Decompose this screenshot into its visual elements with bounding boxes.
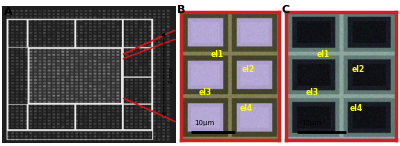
Text: el1: el1 (210, 50, 223, 59)
Text: 10μm: 10μm (194, 120, 215, 126)
Text: A: A (4, 7, 12, 17)
Text: el3: el3 (198, 88, 212, 97)
Text: el4: el4 (350, 104, 362, 113)
Text: el4: el4 (240, 104, 253, 113)
Text: el1: el1 (316, 50, 330, 59)
Text: B: B (177, 5, 185, 15)
Text: el3: el3 (306, 88, 318, 97)
Text: 2 mm: 2 mm (169, 66, 174, 83)
Text: el2: el2 (242, 65, 255, 74)
Text: C: C (281, 5, 289, 15)
Text: 10μm: 10μm (301, 120, 321, 126)
Text: el2: el2 (352, 65, 365, 74)
